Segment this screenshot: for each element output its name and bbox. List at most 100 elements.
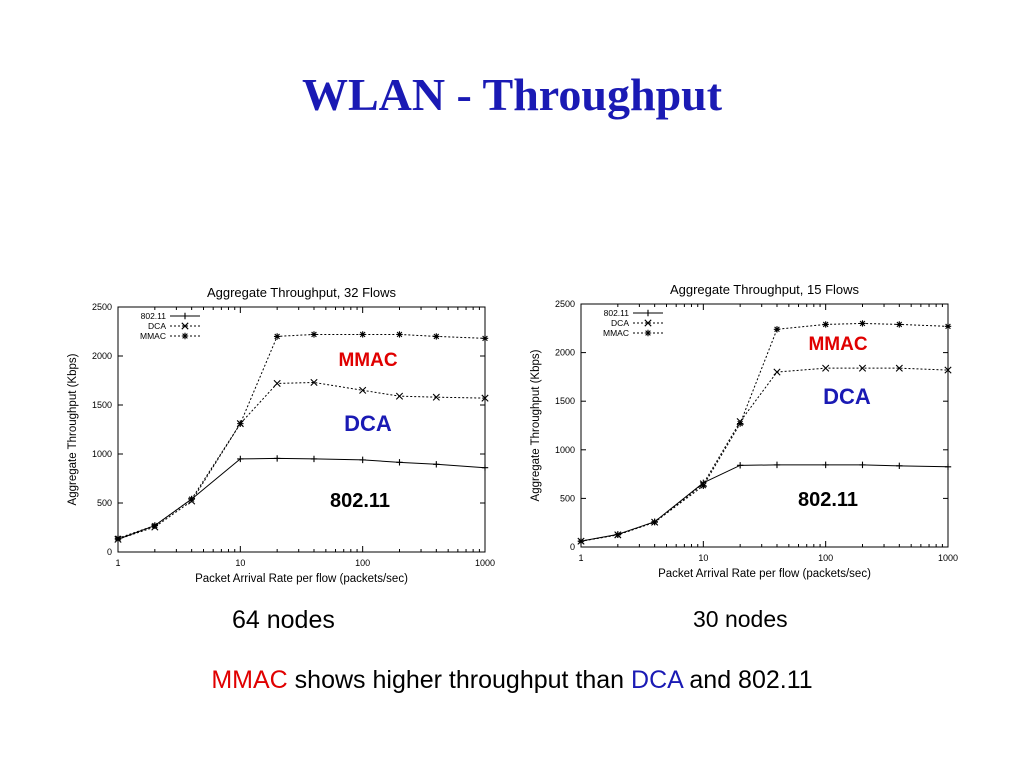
data-point [822, 364, 830, 372]
y-tick-label: 500 [560, 493, 575, 503]
legend-label: MMAC [603, 328, 629, 338]
legend-marker [644, 329, 652, 337]
chart-title: Aggregate Throughput, 15 Flows [670, 282, 860, 297]
y-tick-label: 500 [97, 498, 112, 508]
plot-frame [580, 303, 949, 548]
data-point [396, 331, 403, 338]
data-point [237, 455, 244, 463]
data-point [944, 463, 952, 471]
data-point [773, 461, 781, 469]
data-point [359, 456, 366, 464]
data-point [114, 535, 122, 542]
conclusion-text: MMAC shows higher throughput than DCA an… [0, 666, 1024, 695]
data-point [577, 537, 585, 545]
x-axis-label: Packet Arrival Rate per flow (packets/se… [658, 568, 871, 580]
throughput-chart-15-flows: Aggregate Throughput, 15 Flows 0 500 1000 15… [530, 282, 958, 580]
x-tick-label: 100 [818, 553, 833, 563]
data-point [359, 386, 367, 394]
data-point [396, 459, 403, 466]
series-line [117, 333, 486, 539]
data-point [481, 335, 489, 342]
data-point [858, 364, 867, 372]
data-point [614, 531, 622, 539]
data-point [273, 455, 281, 462]
y-tick-label: 1500 [92, 400, 112, 410]
y-tick-label: 2500 [92, 302, 112, 312]
data-point [273, 379, 281, 388]
annotation-dca: DCA [823, 384, 871, 409]
annotation-mmac: MMAC [338, 350, 397, 371]
data-point [310, 378, 318, 387]
data-point [859, 461, 866, 469]
data-point [151, 522, 159, 529]
data-point [822, 321, 829, 328]
data-point [859, 320, 866, 327]
data-point [432, 393, 440, 401]
series-802-11 [114, 455, 489, 543]
data-point [944, 366, 952, 374]
data-point [237, 420, 244, 427]
y-tick-label: 0 [570, 542, 575, 552]
data-point [651, 519, 658, 526]
y-tick-label: 1000 [92, 449, 112, 459]
legend-label: 802.11 [141, 311, 167, 321]
series-line [580, 464, 949, 542]
x-tick-label: 1000 [938, 553, 958, 563]
conclusion-end: and 802.11 [682, 666, 813, 694]
series-dca [114, 378, 489, 543]
annotation-dca: DCA [344, 411, 392, 436]
y-tick-label: 2000 [92, 351, 112, 361]
data-point [700, 482, 707, 489]
slide-title: WLAN - Throughput [301, 69, 723, 120]
x-tick-label: 100 [355, 558, 370, 568]
data-point [896, 321, 903, 328]
y-tick-label: 0 [107, 547, 112, 557]
chart-title: Aggregate Throughput, 32 Flows [207, 285, 397, 300]
data-point [433, 461, 440, 468]
legend-label: 802.11 [604, 308, 630, 318]
y-axis-label: Aggregate Throughput (Kbps) [530, 349, 542, 501]
y-axis-label: Aggregate Throughput (Kbps) [67, 353, 79, 505]
data-point [773, 368, 781, 376]
series-line [580, 322, 949, 542]
data-point [773, 326, 781, 333]
legend-marker [644, 309, 652, 317]
series-line [117, 457, 486, 540]
series-mmac [114, 331, 489, 542]
annotation-mmac: MMAC [808, 334, 867, 355]
caption-64-nodes: 64 nodes [232, 606, 335, 634]
throughput-chart-32-flows: Aggregate Throughput, 32 Flows 0 500 1000 15… [67, 285, 495, 585]
legend-label: DCA [148, 321, 166, 331]
data-point [481, 394, 489, 402]
x-axis-label: Packet Arrival Rate per flow (packets/se… [195, 573, 408, 585]
series-802-11 [577, 461, 952, 545]
annotation-802-11: 802.11 [330, 490, 390, 512]
data-point [481, 464, 489, 471]
x-tick-label: 1 [115, 558, 120, 568]
series-mmac [577, 320, 952, 545]
legend-marker [181, 332, 189, 340]
data-point [359, 331, 366, 338]
legend-marker [644, 319, 652, 327]
caption-30-nodes: 30 nodes [693, 606, 788, 632]
y-tick-label: 1500 [555, 396, 575, 406]
y-tick-label: 2500 [555, 299, 575, 309]
data-point [395, 392, 404, 400]
conclusion-mmac: MMAC [211, 666, 288, 694]
x-tick-label: 10 [235, 558, 245, 568]
annotation-802-11: 802.11 [798, 489, 858, 511]
data-point [896, 462, 903, 470]
y-tick-label: 1000 [555, 445, 575, 455]
x-tick-label: 1 [578, 553, 583, 563]
y-tick-label: 2000 [555, 348, 575, 358]
data-point [188, 495, 195, 503]
series-line [580, 367, 949, 542]
data-point [736, 462, 744, 469]
data-point [433, 333, 440, 340]
conclusion-dca: DCA [631, 666, 683, 694]
legend-label: DCA [611, 318, 629, 328]
data-point [822, 461, 829, 469]
legend-marker [181, 322, 189, 330]
